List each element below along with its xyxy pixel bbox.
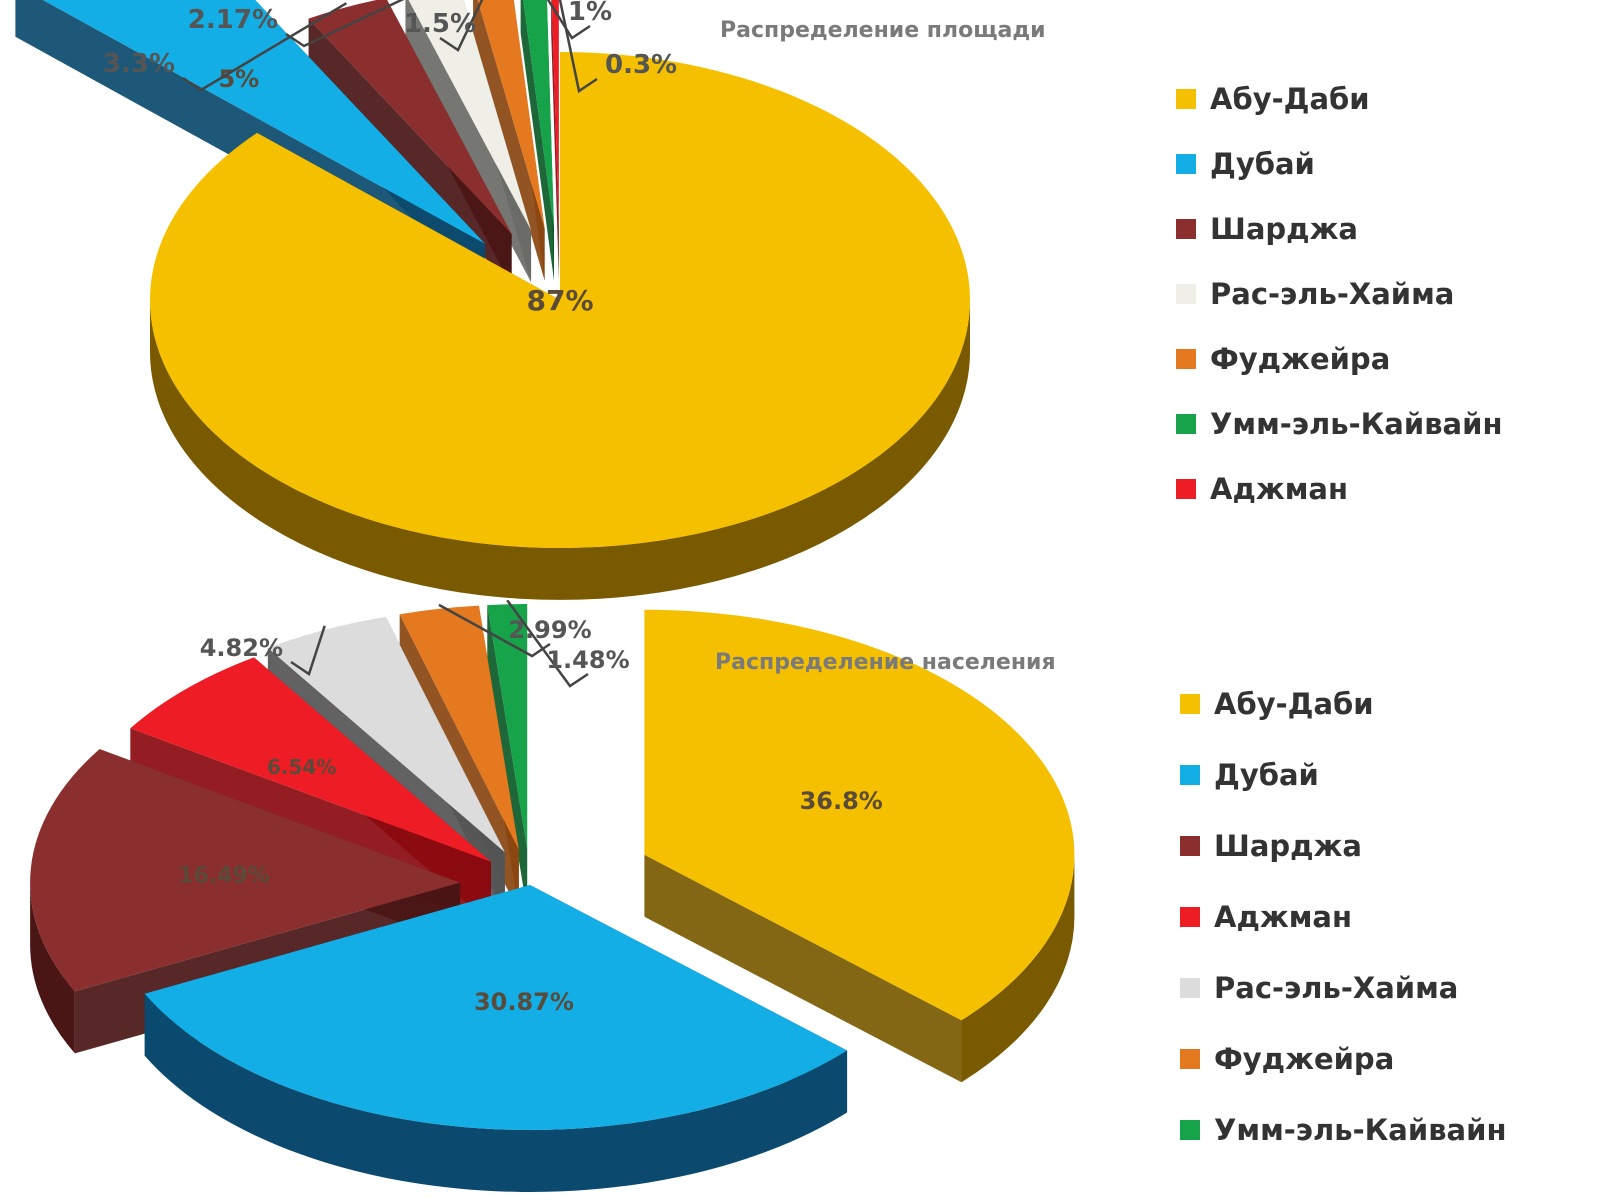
legend-item-dubay: Дубай bbox=[1176, 131, 1502, 196]
legend-item-abu-dabi: Абу-Даби bbox=[1180, 668, 1506, 739]
legend-item-ras-el-hayma: Рас-эль-Хайма bbox=[1180, 952, 1506, 1023]
legend-swatch bbox=[1176, 348, 1196, 369]
data-label-adzhman: 6.54% bbox=[267, 755, 336, 779]
pie-slice-umm-el-kayvayn bbox=[487, 604, 528, 912]
legend-swatch bbox=[1176, 153, 1196, 174]
leader-line-umm-el-kayvayn bbox=[546, 0, 591, 40]
legend-swatch bbox=[1176, 413, 1196, 434]
legend-swatch bbox=[1180, 977, 1200, 998]
data-label-abu-dabi: 36.8% bbox=[800, 787, 883, 815]
data-label-dubay: 30.87% bbox=[474, 988, 574, 1016]
data-label-dubay: 5% bbox=[218, 65, 259, 93]
legend-swatch bbox=[1180, 835, 1200, 856]
leader-line-shardzha bbox=[182, 2, 348, 92]
population-distribution-chart: 36.8% 30.87% 16.49% 6.54% 4.82% 2.99% 1.48% Ра… bbox=[0, 600, 1600, 1200]
legend-swatch bbox=[1180, 693, 1200, 714]
legend-item-adzhman: Аджман bbox=[1180, 881, 1506, 952]
pie-slice-umm-el-kayvayn bbox=[520, 0, 554, 281]
data-label-ras-el-hayma: 2.17% bbox=[188, 5, 278, 35]
legend-label: Абу-Даби bbox=[1214, 686, 1374, 721]
leader-line-fudzheyra bbox=[439, 0, 484, 52]
legend-item-abu-dabi: Абу-Даби bbox=[1176, 66, 1502, 131]
legend-swatch bbox=[1176, 218, 1196, 239]
leader-line-fudzheyra bbox=[438, 603, 551, 658]
chart-title: Распределение населения bbox=[715, 650, 1056, 675]
data-label-shardzha: 3.3% bbox=[103, 49, 175, 79]
legend-label: Аджман bbox=[1210, 471, 1349, 506]
leader-line-umm-el-kayvayn bbox=[506, 600, 589, 688]
legend-item-fudzheyra: Фуджейра bbox=[1180, 1023, 1506, 1094]
legend-swatch bbox=[1176, 283, 1196, 304]
area-pie-svg: 87% 5% 3.3% 2.17% 1.5% 1% 0.3% bbox=[15, 0, 970, 600]
leader-line-ras-el-hayma bbox=[285, 0, 405, 48]
pie-slice-adzhman bbox=[551, 0, 559, 281]
data-label-adzhman: 0.3% bbox=[605, 50, 677, 80]
legend-label: Дубай bbox=[1214, 757, 1319, 792]
area-distribution-chart: 87% 5% 3.3% 2.17% 1.5% 1% 0.3% Распределение п… bbox=[15, 0, 1502, 600]
legend-label: Рас-эль-Хайма bbox=[1214, 970, 1459, 1005]
leader-line-adzhman bbox=[558, 0, 598, 94]
legend-swatch bbox=[1180, 906, 1200, 927]
data-label-fudzheyra: 1.5% bbox=[404, 9, 476, 39]
leader-line-ras-el-hayma bbox=[290, 625, 326, 676]
data-label-umm-el-kayvayn: 1% bbox=[568, 0, 612, 27]
population-pie-svg: 36.8%30.87%16.49%6.54%4.82%2.99%1.48% bbox=[30, 600, 1075, 1192]
legend-item-shardzha: Шарджа bbox=[1180, 810, 1506, 881]
legend: Абу-Даби Дубай Шарджа Рас-эль-Хайма Фуджейра… bbox=[1176, 66, 1502, 521]
legend-label: Фуджейра bbox=[1210, 341, 1391, 376]
legend-item-shardzha: Шарджа bbox=[1176, 196, 1502, 261]
legend-label: Аджман bbox=[1214, 899, 1353, 934]
legend-item-umm-el-kayvayn: Умм-эль-Кайвайн bbox=[1176, 391, 1502, 456]
legend-item-fudzheyra: Фуджейра bbox=[1176, 326, 1502, 391]
legend-swatch bbox=[1180, 764, 1200, 785]
legend-label: Рас-эль-Хайма bbox=[1210, 276, 1455, 311]
pie-slice-ras-el-hayma bbox=[405, 0, 532, 283]
data-label-abu-dabi: 87% bbox=[526, 284, 593, 317]
legend-label: Дубай bbox=[1210, 146, 1315, 181]
legend-swatch bbox=[1180, 1048, 1200, 1069]
legend-label: Шарджа bbox=[1214, 828, 1363, 863]
legend-item-adzhman: Аджман bbox=[1176, 456, 1502, 521]
legend-label: Фуджейра bbox=[1214, 1041, 1395, 1076]
chart-title: Распределение площади bbox=[720, 18, 1046, 43]
legend-label: Умм-эль-Кайвайн bbox=[1214, 1112, 1507, 1147]
data-label-umm-el-kayvayn: 1.48% bbox=[546, 646, 629, 674]
legend: Абу-Даби Дубай Шарджа Аджман Рас-эль-Хайма Фу… bbox=[1180, 668, 1506, 1165]
data-label-shardzha: 16.49% bbox=[178, 863, 270, 888]
pie-slice-abu-dabi bbox=[149, 52, 970, 600]
legend-swatch bbox=[1176, 88, 1196, 109]
pie-slice-dubay bbox=[144, 885, 848, 1192]
legend-item-umm-el-kayvayn: Умм-эль-Кайвайн bbox=[1180, 1094, 1506, 1165]
legend-label: Абу-Даби bbox=[1210, 81, 1370, 116]
legend-item-ras-el-hayma: Рас-эль-Хайма bbox=[1176, 261, 1502, 326]
pie-slice-fudzheyra bbox=[473, 0, 545, 281]
data-label-ras-el-hayma: 4.82% bbox=[200, 634, 283, 662]
pie-slice-abu-dabi bbox=[644, 609, 1075, 1083]
legend-label: Шарджа bbox=[1210, 211, 1359, 246]
legend-swatch bbox=[1180, 1119, 1200, 1140]
legend-label: Умм-эль-Кайвайн bbox=[1210, 406, 1503, 441]
legend-item-dubay: Дубай bbox=[1180, 739, 1506, 810]
legend-swatch bbox=[1176, 478, 1196, 499]
